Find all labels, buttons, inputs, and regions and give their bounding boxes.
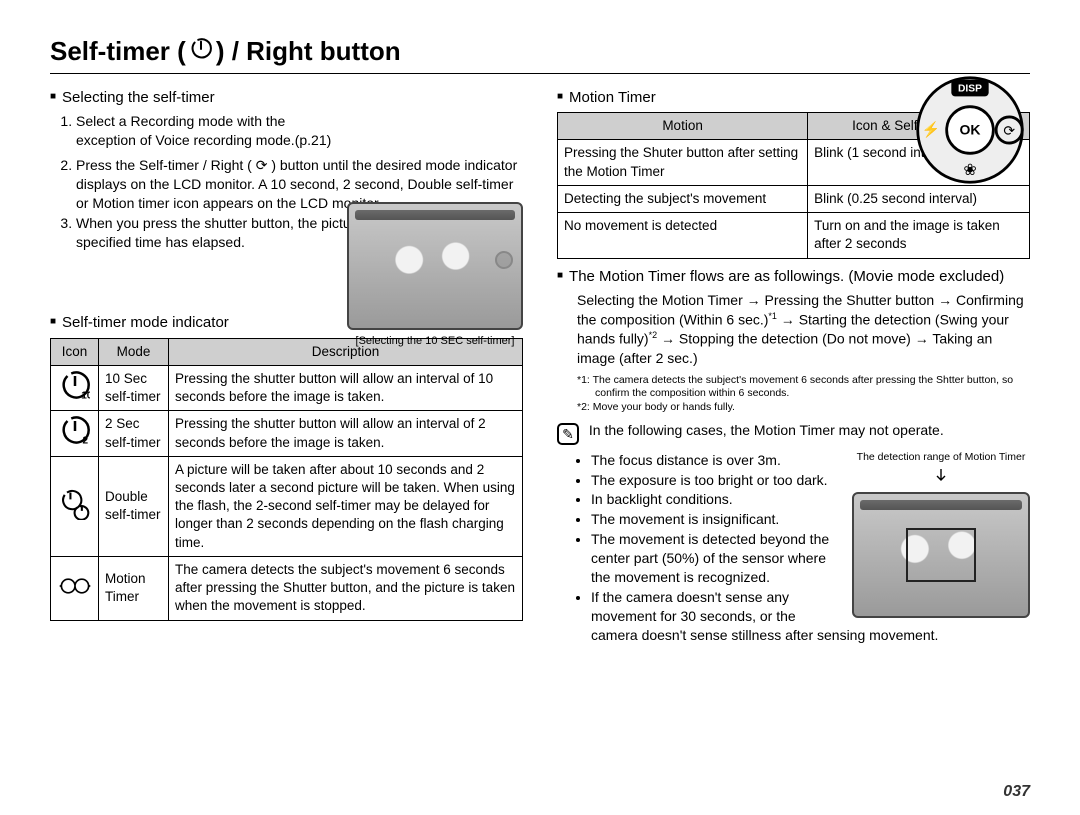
desc-10s: Pressing the shutter button will allow a… [169,365,523,410]
svg-text:❀: ❀ [963,162,976,179]
svg-text:2: 2 [82,436,88,447]
svg-text:⚡: ⚡ [922,121,941,139]
col-motion: Motion [558,113,808,140]
desc-motion: The camera detects the subject's movemen… [169,556,523,620]
lcd-caption: [Selecting the 10 SEC self-timer] [347,334,523,349]
lcd-figure: [Selecting the 10 SEC self-timer] [347,198,523,349]
mode-2s: 2 Sec self-timer [99,411,169,456]
table-row: Detecting the subject's movementBlink (0… [558,185,1030,212]
self-timer-icon [190,36,212,67]
mode-double: Double self-timer [99,456,169,556]
svg-text:⟳: ⟳ [1003,123,1015,139]
table-row: 2 2 Sec self-timer Pressing the shutter … [51,411,523,456]
table-row: No movement is detectedTurn on and the i… [558,213,1030,258]
info-lead: In the following cases, the Motion Timer… [589,422,944,438]
selecting-self-timer-heading: Selecting the self-timer [50,88,523,108]
table-row: Motion Timer The camera detects the subj… [51,556,523,620]
page-title: Self-timer ( ) / Right button [50,36,1030,67]
svg-text:10: 10 [81,390,90,401]
title-separator [50,73,1030,74]
footnote-2: *2: Move your body or hands fully. [577,401,1030,415]
left-column: Selecting the self-timer Select a Record… [50,88,523,646]
info-icon: ✎ [557,423,579,445]
title-text-post: ) / Right button [216,36,401,67]
selecting-steps-list: Select a Recording mode with the excepti… [50,112,340,150]
step-1: Select a Recording mode with the excepti… [76,112,340,150]
range-label: The detection range of Motion Timer [852,451,1030,464]
mode-indicator-table: Icon Mode Description 10 10 Sec self-tim… [50,338,523,621]
title-text-pre: Self-timer ( [50,36,186,67]
table-row: Double self-timer A picture will be take… [51,456,523,556]
detection-range-figure: The detection range of Motion Timer [852,451,1030,618]
timer-2s-icon: 2 [51,411,99,456]
footnote-1: *1: The camera detects the subject's mov… [577,374,1030,401]
detection-range-image [852,492,1030,618]
desc-double: A picture will be taken after about 10 s… [169,456,523,556]
motion-flow-text: Selecting the Motion Timer → Pressing th… [557,291,1030,368]
motion-flow-heading: The Motion Timer flows are as followings… [557,267,1030,287]
footnotes: *1: The camera detects the subject's mov… [577,374,1030,415]
svg-text:DISP: DISP [958,84,982,95]
timer-motion-icon [51,556,99,620]
mode-motion: Motion Timer [99,556,169,620]
lcd-preview-image [347,202,523,330]
mode-10s: 10 Sec self-timer [99,365,169,410]
table-row: 10 10 Sec self-timer Pressing the shutte… [51,365,523,410]
timer-10s-icon: 10 [51,365,99,410]
page-number: 037 [1003,783,1030,801]
control-wheel-diagram: OK DISP ⚡ ⟳ ❀ [914,74,1026,186]
col-icon: Icon [51,338,99,365]
timer-double-icon [51,456,99,556]
desc-2s: Pressing the shutter button will allow a… [169,411,523,456]
col-mode: Mode [99,338,169,365]
svg-text:OK: OK [960,122,981,138]
